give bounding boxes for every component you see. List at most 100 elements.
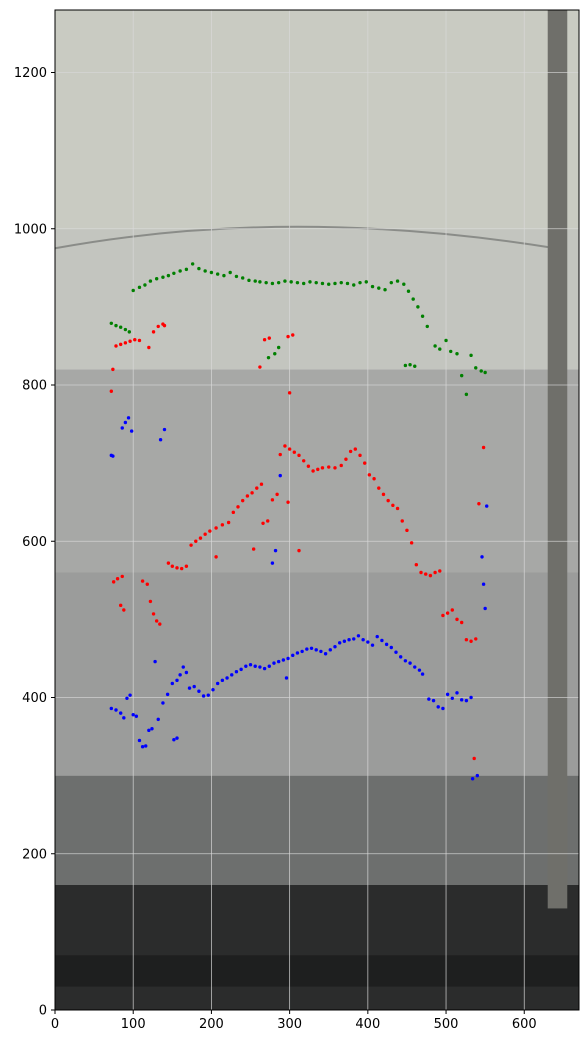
data-point (140, 745, 145, 749)
data-point (123, 327, 128, 332)
data-point (295, 280, 300, 285)
data-point (275, 492, 279, 497)
data-point (449, 349, 453, 354)
data-point (289, 280, 293, 284)
data-point (413, 665, 417, 669)
data-point (345, 281, 350, 286)
data-point (172, 271, 176, 275)
data-point (419, 570, 423, 575)
data-point (267, 664, 271, 668)
data-point (245, 494, 250, 498)
data-point (128, 693, 132, 697)
data-point (480, 555, 484, 559)
data-point (184, 564, 189, 568)
data-point (352, 283, 356, 287)
data-point (366, 640, 370, 644)
data-point (273, 548, 278, 553)
data-point (438, 347, 442, 351)
data-point (123, 341, 128, 345)
data-point (151, 330, 156, 334)
data-point (220, 523, 225, 527)
data-point (203, 269, 207, 273)
data-point (222, 273, 226, 278)
data-point (337, 641, 342, 645)
data-point (470, 777, 475, 781)
data-point (416, 305, 420, 309)
data-point (363, 461, 367, 465)
data-point (375, 634, 379, 639)
data-point (370, 284, 375, 289)
vessel-rim (55, 225, 556, 250)
data-point (197, 266, 201, 271)
y-tick-label: 200 (22, 847, 47, 862)
data-point (380, 638, 384, 643)
data-point (455, 691, 459, 695)
data-point (220, 678, 225, 683)
data-point (161, 701, 165, 705)
data-point (273, 352, 277, 356)
data-point (255, 486, 259, 490)
data-point (111, 580, 116, 584)
data-point (175, 678, 179, 683)
data-point (383, 287, 387, 292)
y-tick-label: 600 (22, 535, 47, 550)
photo-band (55, 10, 579, 229)
data-point (262, 666, 267, 671)
data-point (469, 639, 473, 643)
data-point (190, 262, 195, 266)
data-point (455, 352, 459, 356)
data-point (111, 367, 115, 372)
data-point (270, 498, 275, 502)
data-point (162, 323, 167, 328)
data-point (450, 696, 455, 700)
data-point (305, 647, 309, 651)
data-point (197, 689, 201, 693)
data-point (145, 582, 149, 586)
data-point (356, 634, 361, 638)
data-point (253, 279, 257, 283)
x-axis: 0 100 200 300 400 500 600 (51, 1010, 537, 1032)
data-point (109, 706, 114, 711)
data-point (413, 364, 417, 368)
data-point (194, 539, 198, 543)
data-point (297, 453, 301, 458)
photo-background (55, 10, 579, 1010)
data-point (175, 736, 179, 740)
data-point (291, 333, 295, 337)
data-point (459, 620, 464, 625)
data-point (284, 676, 289, 680)
y-tick-label: 0 (39, 1004, 47, 1019)
data-point (109, 321, 114, 325)
data-point (125, 696, 129, 700)
data-point (445, 611, 450, 615)
data-point (236, 505, 240, 509)
data-point (436, 705, 440, 709)
data-point (455, 617, 459, 622)
data-point (459, 698, 464, 702)
data-point (143, 283, 147, 287)
data-point (327, 465, 331, 469)
data-point (481, 445, 486, 450)
data-point (203, 532, 207, 536)
data-point (251, 547, 256, 551)
data-point (211, 687, 215, 692)
data-point (400, 519, 404, 523)
data-point (129, 429, 134, 433)
data-point (241, 276, 245, 280)
data-point (154, 619, 159, 623)
data-point (333, 466, 337, 470)
data-point (156, 324, 160, 329)
data-point (172, 737, 176, 742)
data-point (414, 562, 419, 567)
data-point (475, 773, 480, 778)
data-point (314, 648, 318, 652)
data-point (170, 564, 175, 568)
data-point (276, 280, 281, 285)
data-point (198, 536, 203, 540)
data-point (123, 420, 128, 425)
data-point (122, 608, 126, 612)
data-point (353, 447, 358, 451)
data-point (109, 389, 114, 393)
data-point (408, 661, 412, 665)
data-point (184, 670, 189, 675)
